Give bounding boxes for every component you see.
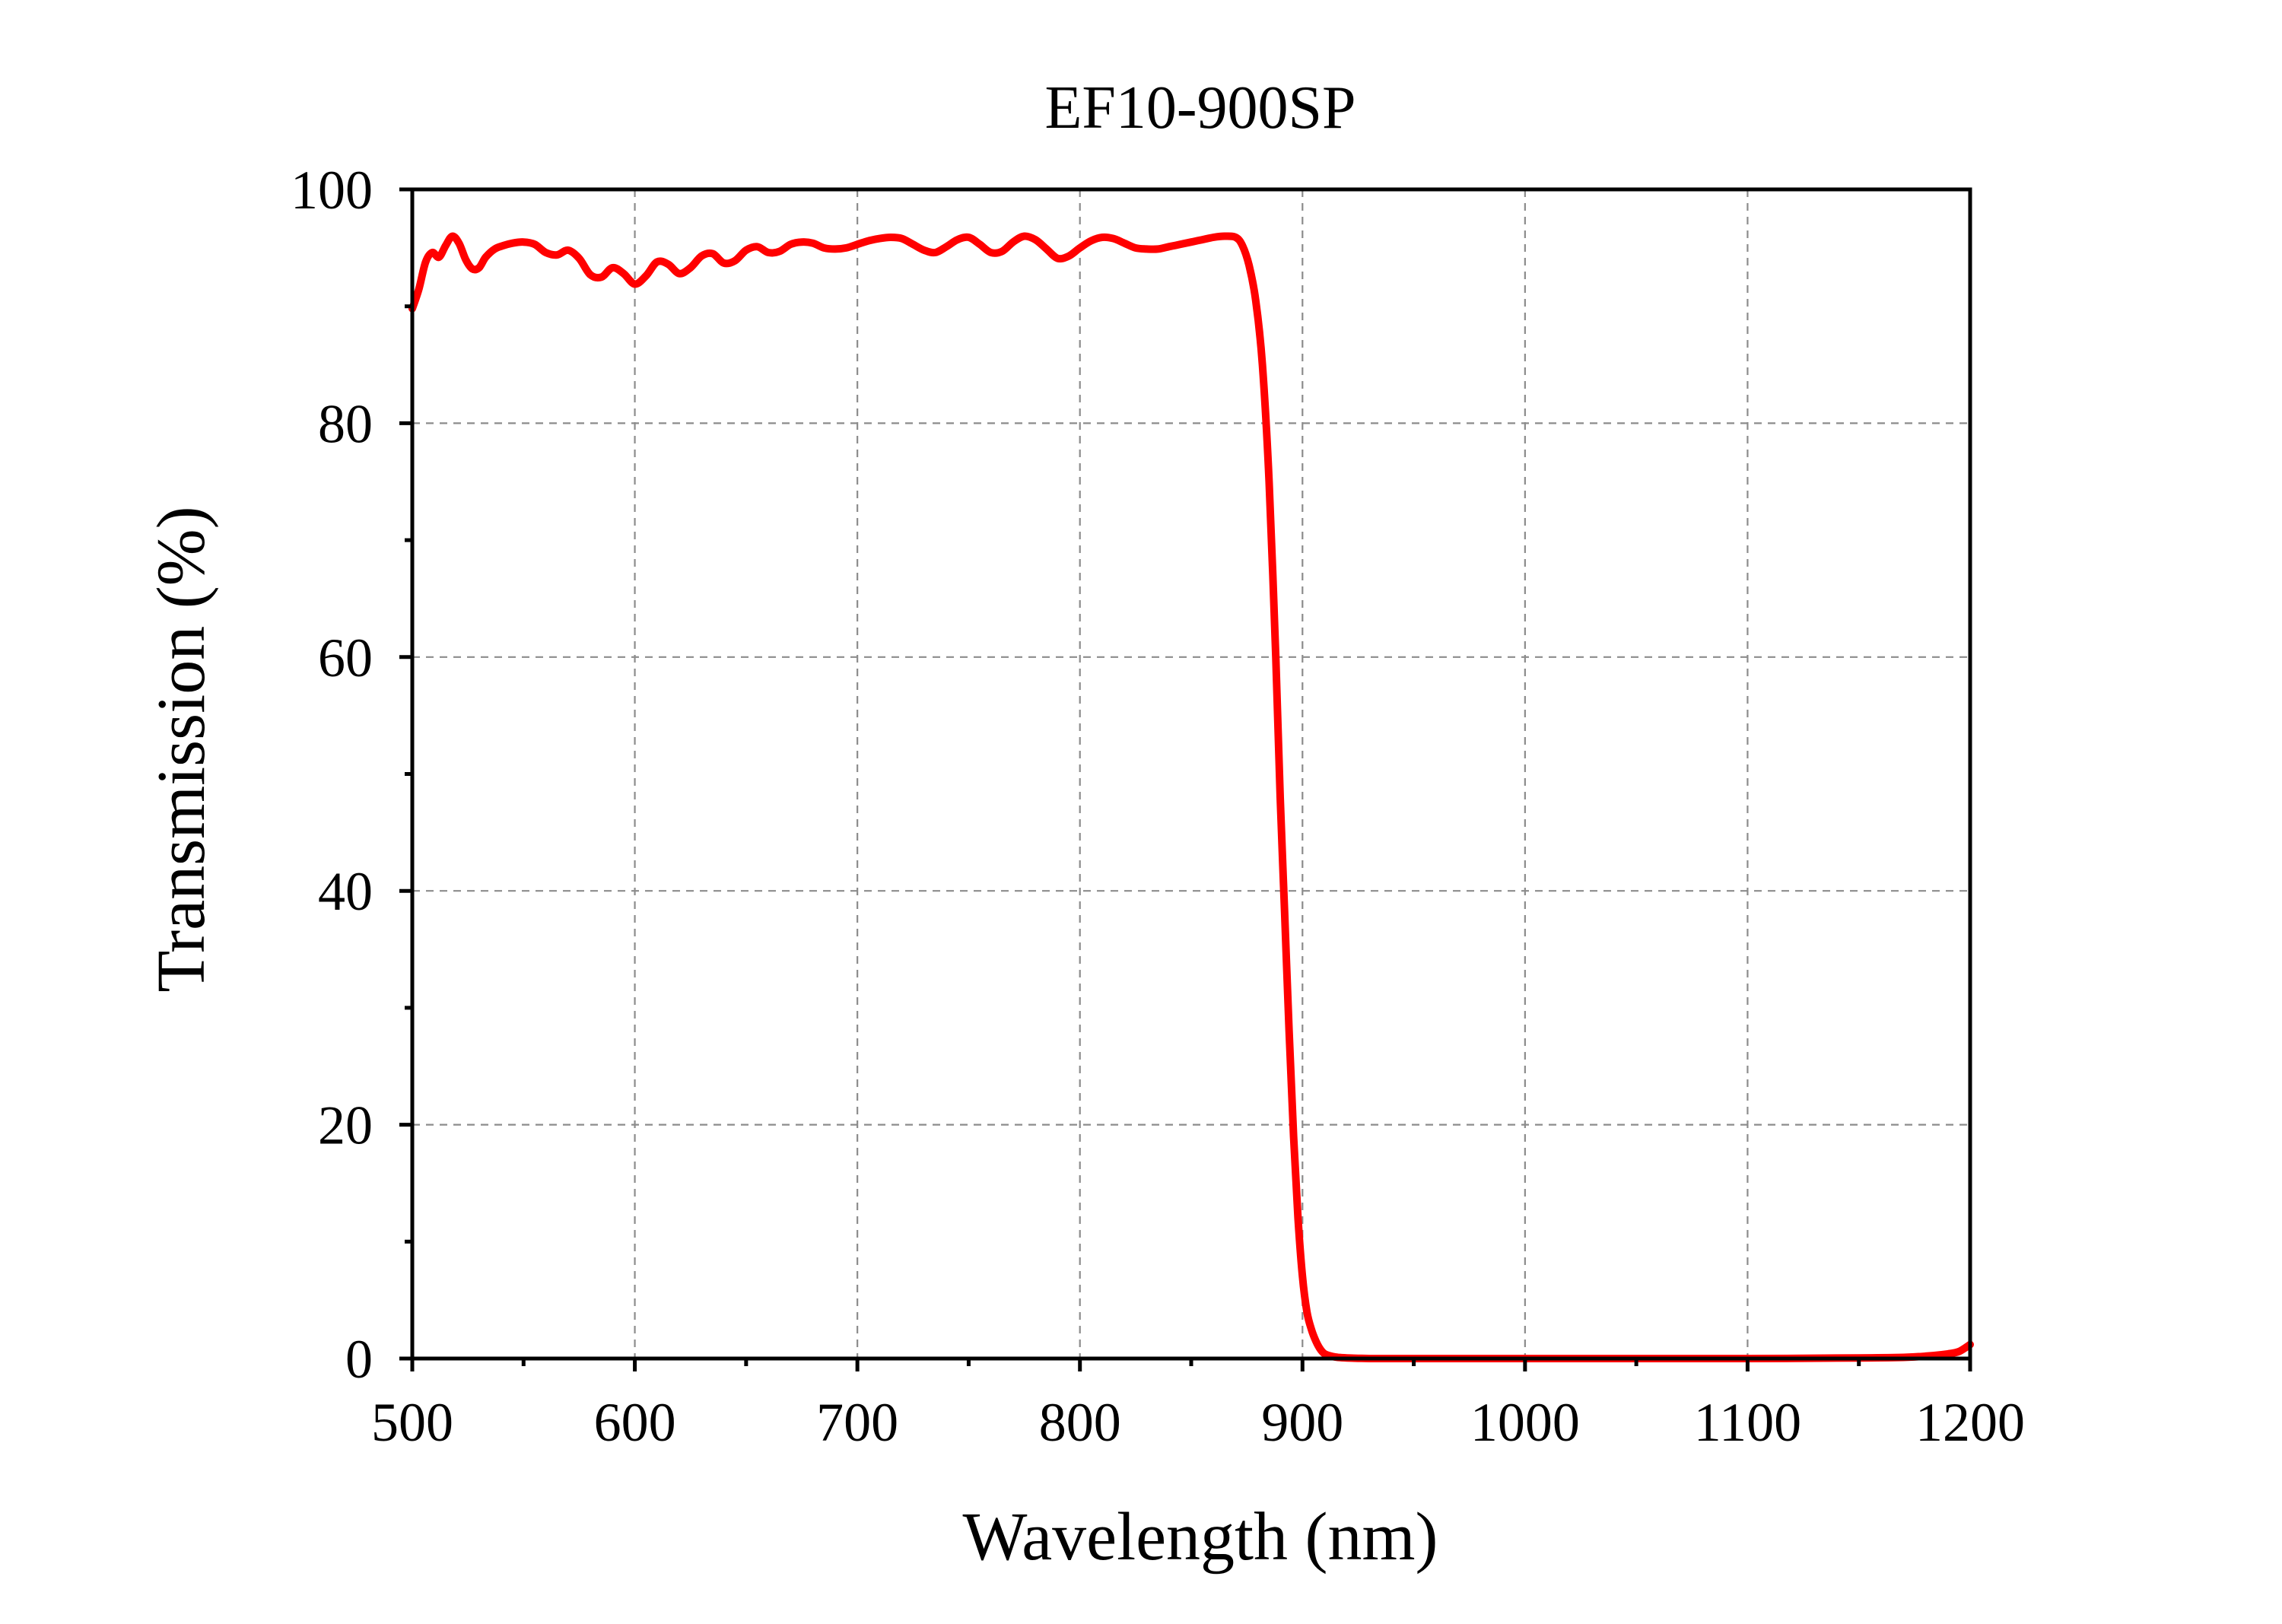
x-tick-label: 900	[1261, 1392, 1343, 1453]
x-tick-label: 600	[594, 1392, 676, 1453]
x-tick-label: 1000	[1470, 1392, 1580, 1453]
chart-title: EF10-900SP	[1045, 75, 1356, 141]
plot-frame	[410, 187, 1972, 1361]
tick-labels: 500 600 700 800 900 1000 1100 1200 0 20 40 60 80 100	[291, 160, 2025, 1453]
y-tick-label: 80	[318, 393, 373, 454]
y-tick-label: 60	[318, 628, 373, 688]
y-tick-label: 100	[291, 160, 373, 221]
y-tick-label: 0	[345, 1329, 373, 1390]
grid-lines	[412, 189, 1970, 1359]
x-tick-label: 1200	[1915, 1392, 2025, 1453]
x-axis-title: Wavelength (nm)	[962, 1499, 1438, 1575]
axis-ticks	[399, 187, 1972, 1371]
transmission-series-line	[408, 232, 1974, 1363]
x-tick-label: 500	[371, 1392, 453, 1453]
x-tick-label: 700	[816, 1392, 898, 1453]
y-tick-label: 20	[318, 1095, 373, 1156]
x-tick-label: 1100	[1694, 1392, 1801, 1453]
y-axis-title: Transmission (%)	[144, 506, 219, 992]
y-tick-label: 40	[318, 861, 373, 922]
x-tick-label: 800	[1039, 1392, 1121, 1453]
